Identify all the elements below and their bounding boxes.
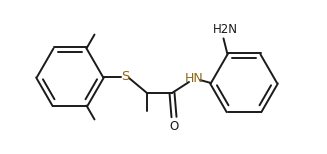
Text: O: O — [169, 120, 179, 132]
Text: S: S — [121, 71, 129, 83]
Text: HN: HN — [185, 73, 203, 85]
Text: H2N: H2N — [213, 23, 238, 36]
